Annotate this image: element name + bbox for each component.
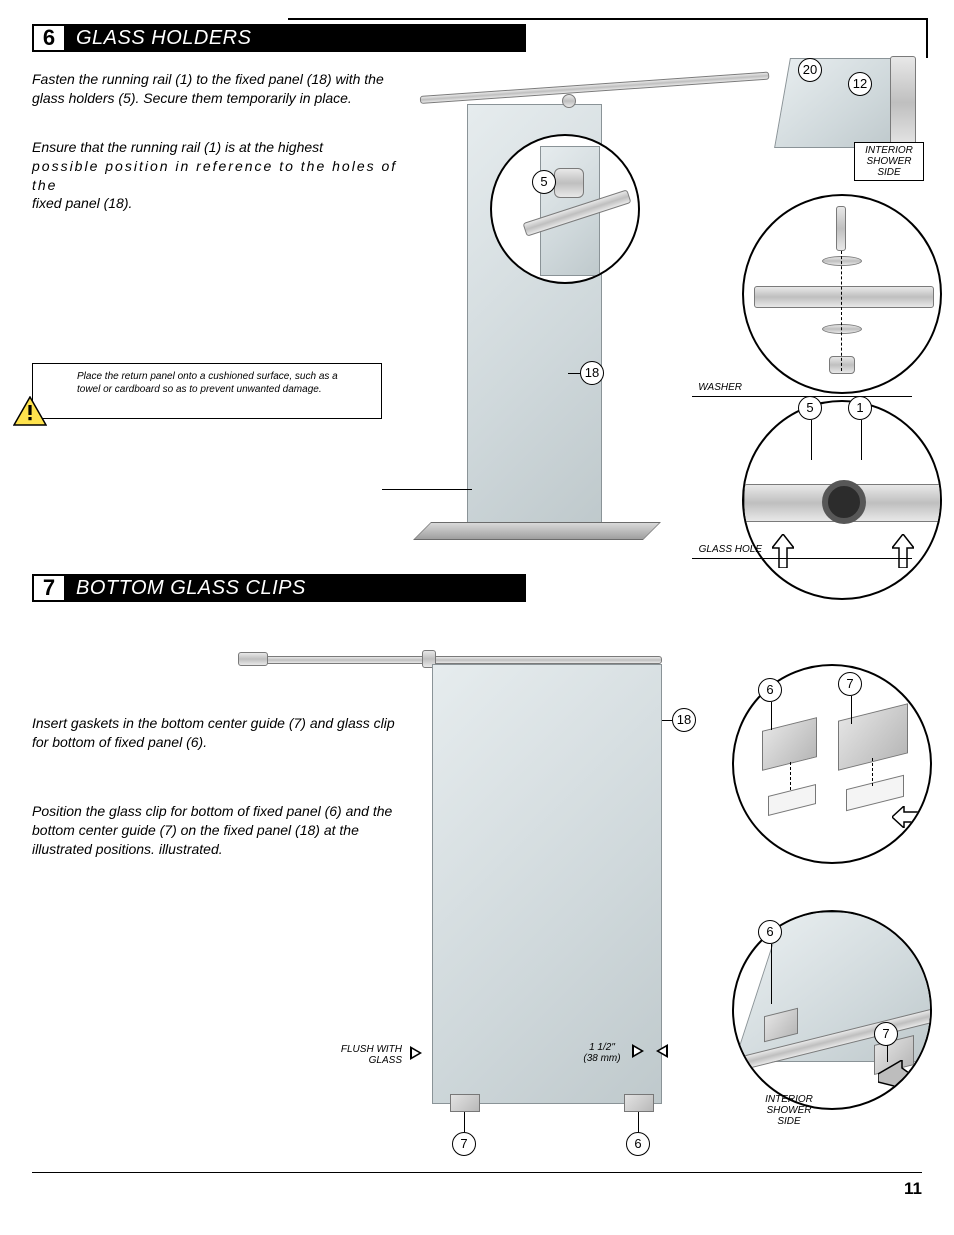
leader-b7 — [464, 1112, 465, 1132]
footer-rule — [32, 1172, 922, 1173]
s7-leader-6a — [771, 702, 772, 730]
callout-20: 20 — [798, 58, 822, 82]
label-interior-7: INTERIORSHOWER SIDE — [754, 1094, 824, 1127]
s7-callout-7b: 7 — [874, 1022, 898, 1046]
gasket6 — [768, 784, 816, 816]
s7-callout-6b: 6 — [758, 920, 782, 944]
s7-panel — [432, 664, 662, 1104]
inset-exploded — [742, 194, 942, 394]
inset-glass-hole — [742, 400, 942, 600]
callout-5a: 5 — [532, 170, 556, 194]
dim-in: 1 1/2" — [589, 1042, 615, 1053]
step-6: 6 GLASS HOLDERS Fasten the running rail … — [32, 24, 922, 564]
label-dim: 1 1/2" (38 mm) — [572, 1042, 632, 1064]
caution-leader — [382, 489, 472, 490]
step-6-instr2-b: possible position in reference to the ho… — [32, 158, 397, 193]
step-7-number: 7 — [32, 574, 66, 602]
hole-ring — [822, 480, 866, 524]
dim-arrow-r — [632, 1044, 644, 1058]
corner-trim — [890, 56, 916, 150]
rail-joint — [562, 94, 576, 108]
s7-callout-18: 18 — [672, 708, 696, 732]
clip7-3d — [838, 703, 908, 770]
dim-mm: (38 mm) — [583, 1053, 620, 1064]
label-flush: FLUSH WITHGLASS — [332, 1044, 402, 1066]
arrow-flush — [410, 1046, 422, 1060]
exp-dash — [841, 251, 842, 371]
panel-base — [413, 522, 661, 540]
s7-leader-7a — [851, 696, 852, 724]
exp-washer2 — [822, 324, 862, 334]
s7-leader-18 — [662, 720, 672, 721]
dim-arrow-l — [656, 1044, 668, 1058]
label-interior-shower: INTERIORSHOWER SIDE — [854, 142, 924, 181]
label-washer: WASHER — [698, 382, 742, 393]
step-6-instr2-a: Ensure that the running rail (1) is at t… — [32, 139, 323, 155]
washer-rule — [692, 396, 912, 397]
caution-text: Place the return panel onto a cushioned … — [77, 371, 338, 395]
exp-nut — [829, 356, 855, 374]
s7-rail — [242, 656, 662, 664]
leader-18 — [568, 373, 580, 374]
panel-corner — [762, 38, 942, 158]
callout-1: 1 — [848, 396, 872, 420]
big-arrow — [878, 1060, 924, 1100]
up-arrow-2 — [892, 534, 914, 568]
s7-leader-6b — [771, 944, 772, 1004]
glasshole-rule — [692, 558, 912, 559]
step-7-title: BOTTOM GLASS CLIPS — [66, 574, 526, 602]
caution-box: Place the return panel onto a cushioned … — [32, 363, 382, 419]
step-6-number: 6 — [32, 24, 66, 52]
leader-1 — [861, 420, 862, 460]
step-7-figure: 18 FLUSH WITHGLASS 1 1/2" (38 mm) 7 6 6 — [232, 624, 932, 1164]
leader-b6 — [638, 1112, 639, 1132]
exp-bar — [754, 286, 934, 308]
up-arrow-1 — [772, 534, 794, 568]
s7-callout-6a: 6 — [758, 678, 782, 702]
clip-6-on-panel — [624, 1094, 654, 1112]
step-6-instr2-c: fixed panel (18). — [32, 195, 132, 211]
running-rail — [420, 72, 770, 104]
label-glass-hole: GLASS HOLE — [699, 544, 762, 555]
leader-5b — [811, 420, 812, 460]
dash-b — [872, 758, 873, 786]
exp-bolt — [836, 206, 846, 251]
step-7-header: 7 BOTTOM GLASS CLIPS — [32, 574, 922, 602]
step-6-instruction-1: Fasten the running rail (1) to the fixed… — [32, 70, 412, 108]
s7-callout-6c: 6 — [626, 1132, 650, 1156]
step-7: 7 BOTTOM GLASS CLIPS Insert gaskets in t… — [32, 574, 922, 1154]
s7-callout-7c: 7 — [452, 1132, 476, 1156]
step-6-figure: 18 5 20 12 INTERIORSHOWER SIDE — [412, 44, 932, 564]
clip-7-on-panel — [450, 1094, 480, 1112]
callout-18: 18 — [580, 361, 604, 385]
callout-5b: 5 — [798, 396, 822, 420]
warning-icon — [13, 396, 47, 426]
s7-callout-7a: 7 — [838, 672, 862, 696]
insert-arrow — [892, 806, 918, 828]
callout-12: 12 — [848, 72, 872, 96]
inset-holder — [554, 168, 584, 198]
exp-washer1 — [822, 256, 862, 266]
inset-glass-holder — [490, 134, 640, 284]
label-interior-text: INTERIORSHOWER SIDE — [865, 145, 913, 178]
page-number: 11 — [32, 1179, 922, 1199]
dash-a — [790, 762, 791, 790]
step-6-instruction-2: Ensure that the running rail (1) is at t… — [32, 138, 412, 214]
s7-rail-end1 — [238, 652, 268, 666]
